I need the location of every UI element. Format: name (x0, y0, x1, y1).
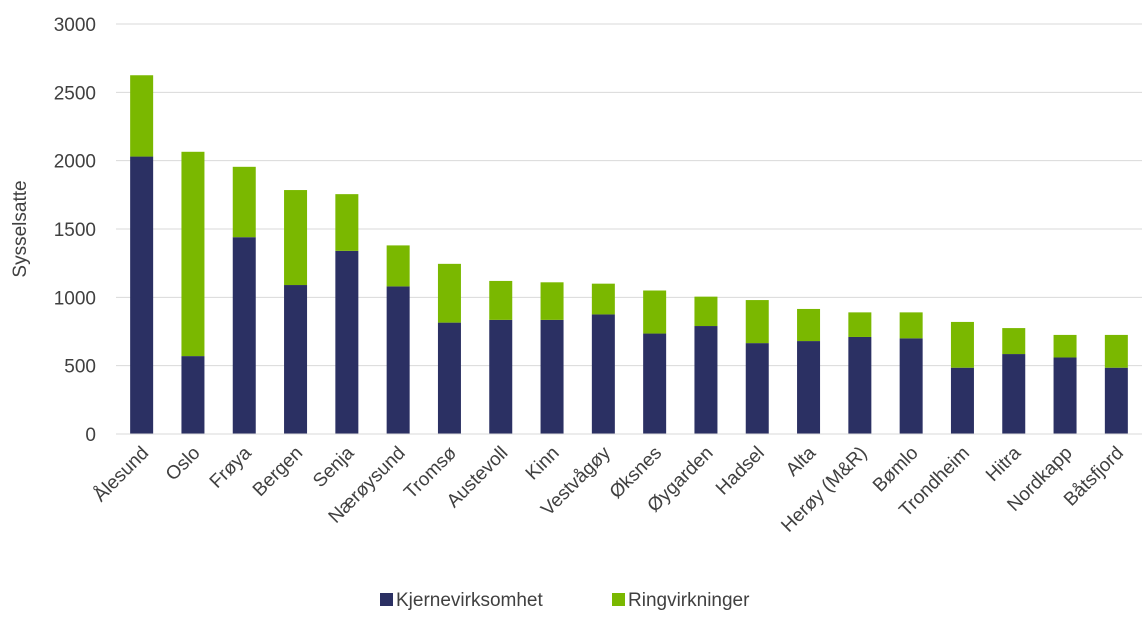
bar-kjernevirksomhet (335, 250, 359, 434)
bar-ringvirkninger (797, 308, 821, 342)
bar-ringvirkninger (643, 290, 667, 334)
bar-ringvirkninger (591, 283, 615, 315)
bar-ringvirkninger (745, 300, 769, 344)
bar-ringvirkninger (386, 245, 410, 287)
x-category-label: Hadsel (712, 443, 769, 500)
bar-ringvirkninger (284, 190, 308, 286)
bar-kjernevirksomhet (745, 343, 769, 434)
bar-ringvirkninger (540, 282, 564, 320)
bar-ringvirkninger (848, 312, 872, 337)
y-axis-title: Sysselsatte (10, 180, 31, 277)
bar-kjernevirksomhet (386, 286, 410, 434)
bar-ringvirkninger (1002, 328, 1026, 355)
bar-ringvirkninger (232, 166, 256, 238)
bar-kjernevirksomhet (643, 333, 667, 434)
bar-kjernevirksomhet (284, 285, 308, 434)
bar-kjernevirksomhet (848, 336, 872, 434)
y-tick-label: 2500 (54, 83, 96, 104)
y-tick-label: 0 (85, 425, 96, 446)
y-tick-label: 1500 (54, 220, 96, 241)
bar-kjernevirksomhet (130, 156, 154, 435)
bar-ringvirkninger (335, 194, 359, 251)
bar-ringvirkninger (130, 75, 154, 157)
legend: Kjernevirksomhet Ringvirkninger (380, 590, 750, 611)
y-tick-label: 2000 (54, 152, 96, 173)
y-tick-label: 3000 (54, 15, 96, 36)
legend-swatch (612, 593, 625, 606)
x-category-label: Kinn (522, 443, 564, 485)
bar-ringvirkninger (1104, 334, 1128, 368)
bar-kjernevirksomhet (437, 322, 461, 434)
bar-ringvirkninger (950, 321, 974, 368)
x-category-label: Senja (309, 442, 359, 492)
x-category-label: Bergen (249, 443, 307, 501)
bar-kjernevirksomhet (1053, 357, 1077, 434)
bar-kjernevirksomhet (1104, 367, 1128, 434)
x-category-label: Ålesund (90, 443, 153, 506)
bar-ringvirkninger (694, 296, 718, 327)
legend-swatch (380, 593, 393, 606)
bar-ringvirkninger (899, 312, 923, 339)
bar-kjernevirksomhet (232, 237, 256, 434)
y-tick-label: 500 (64, 357, 96, 378)
bar-kjernevirksomhet (181, 356, 205, 434)
bar-kjernevirksomhet (797, 341, 821, 434)
bar-kjernevirksomhet (591, 314, 615, 434)
bar-ringvirkninger (181, 151, 205, 357)
x-category-label: Oslo (162, 443, 204, 485)
bar-kjernevirksomhet (489, 319, 513, 434)
legend-label: Ringvirkninger (628, 590, 750, 611)
bar-kjernevirksomhet (950, 367, 974, 434)
bar-kjernevirksomhet (694, 326, 718, 434)
bar-ringvirkninger (437, 263, 461, 323)
x-category-label: Alta (782, 442, 820, 480)
y-tick-label: 1000 (54, 288, 96, 309)
bar-ringvirkninger (1053, 334, 1077, 358)
bar-ringvirkninger (489, 280, 513, 320)
x-category-label: Hitra (982, 442, 1026, 486)
bar-kjernevirksomhet (540, 319, 564, 434)
bars (130, 75, 1128, 435)
bar-kjernevirksomhet (899, 338, 923, 434)
gridlines (116, 23, 1142, 367)
bar-kjernevirksomhet (1002, 354, 1026, 434)
y-axis-ticks: 0 500 1000 1500 2000 2500 3000 (54, 15, 96, 446)
legend-label: Kjernevirksomhet (396, 590, 543, 611)
